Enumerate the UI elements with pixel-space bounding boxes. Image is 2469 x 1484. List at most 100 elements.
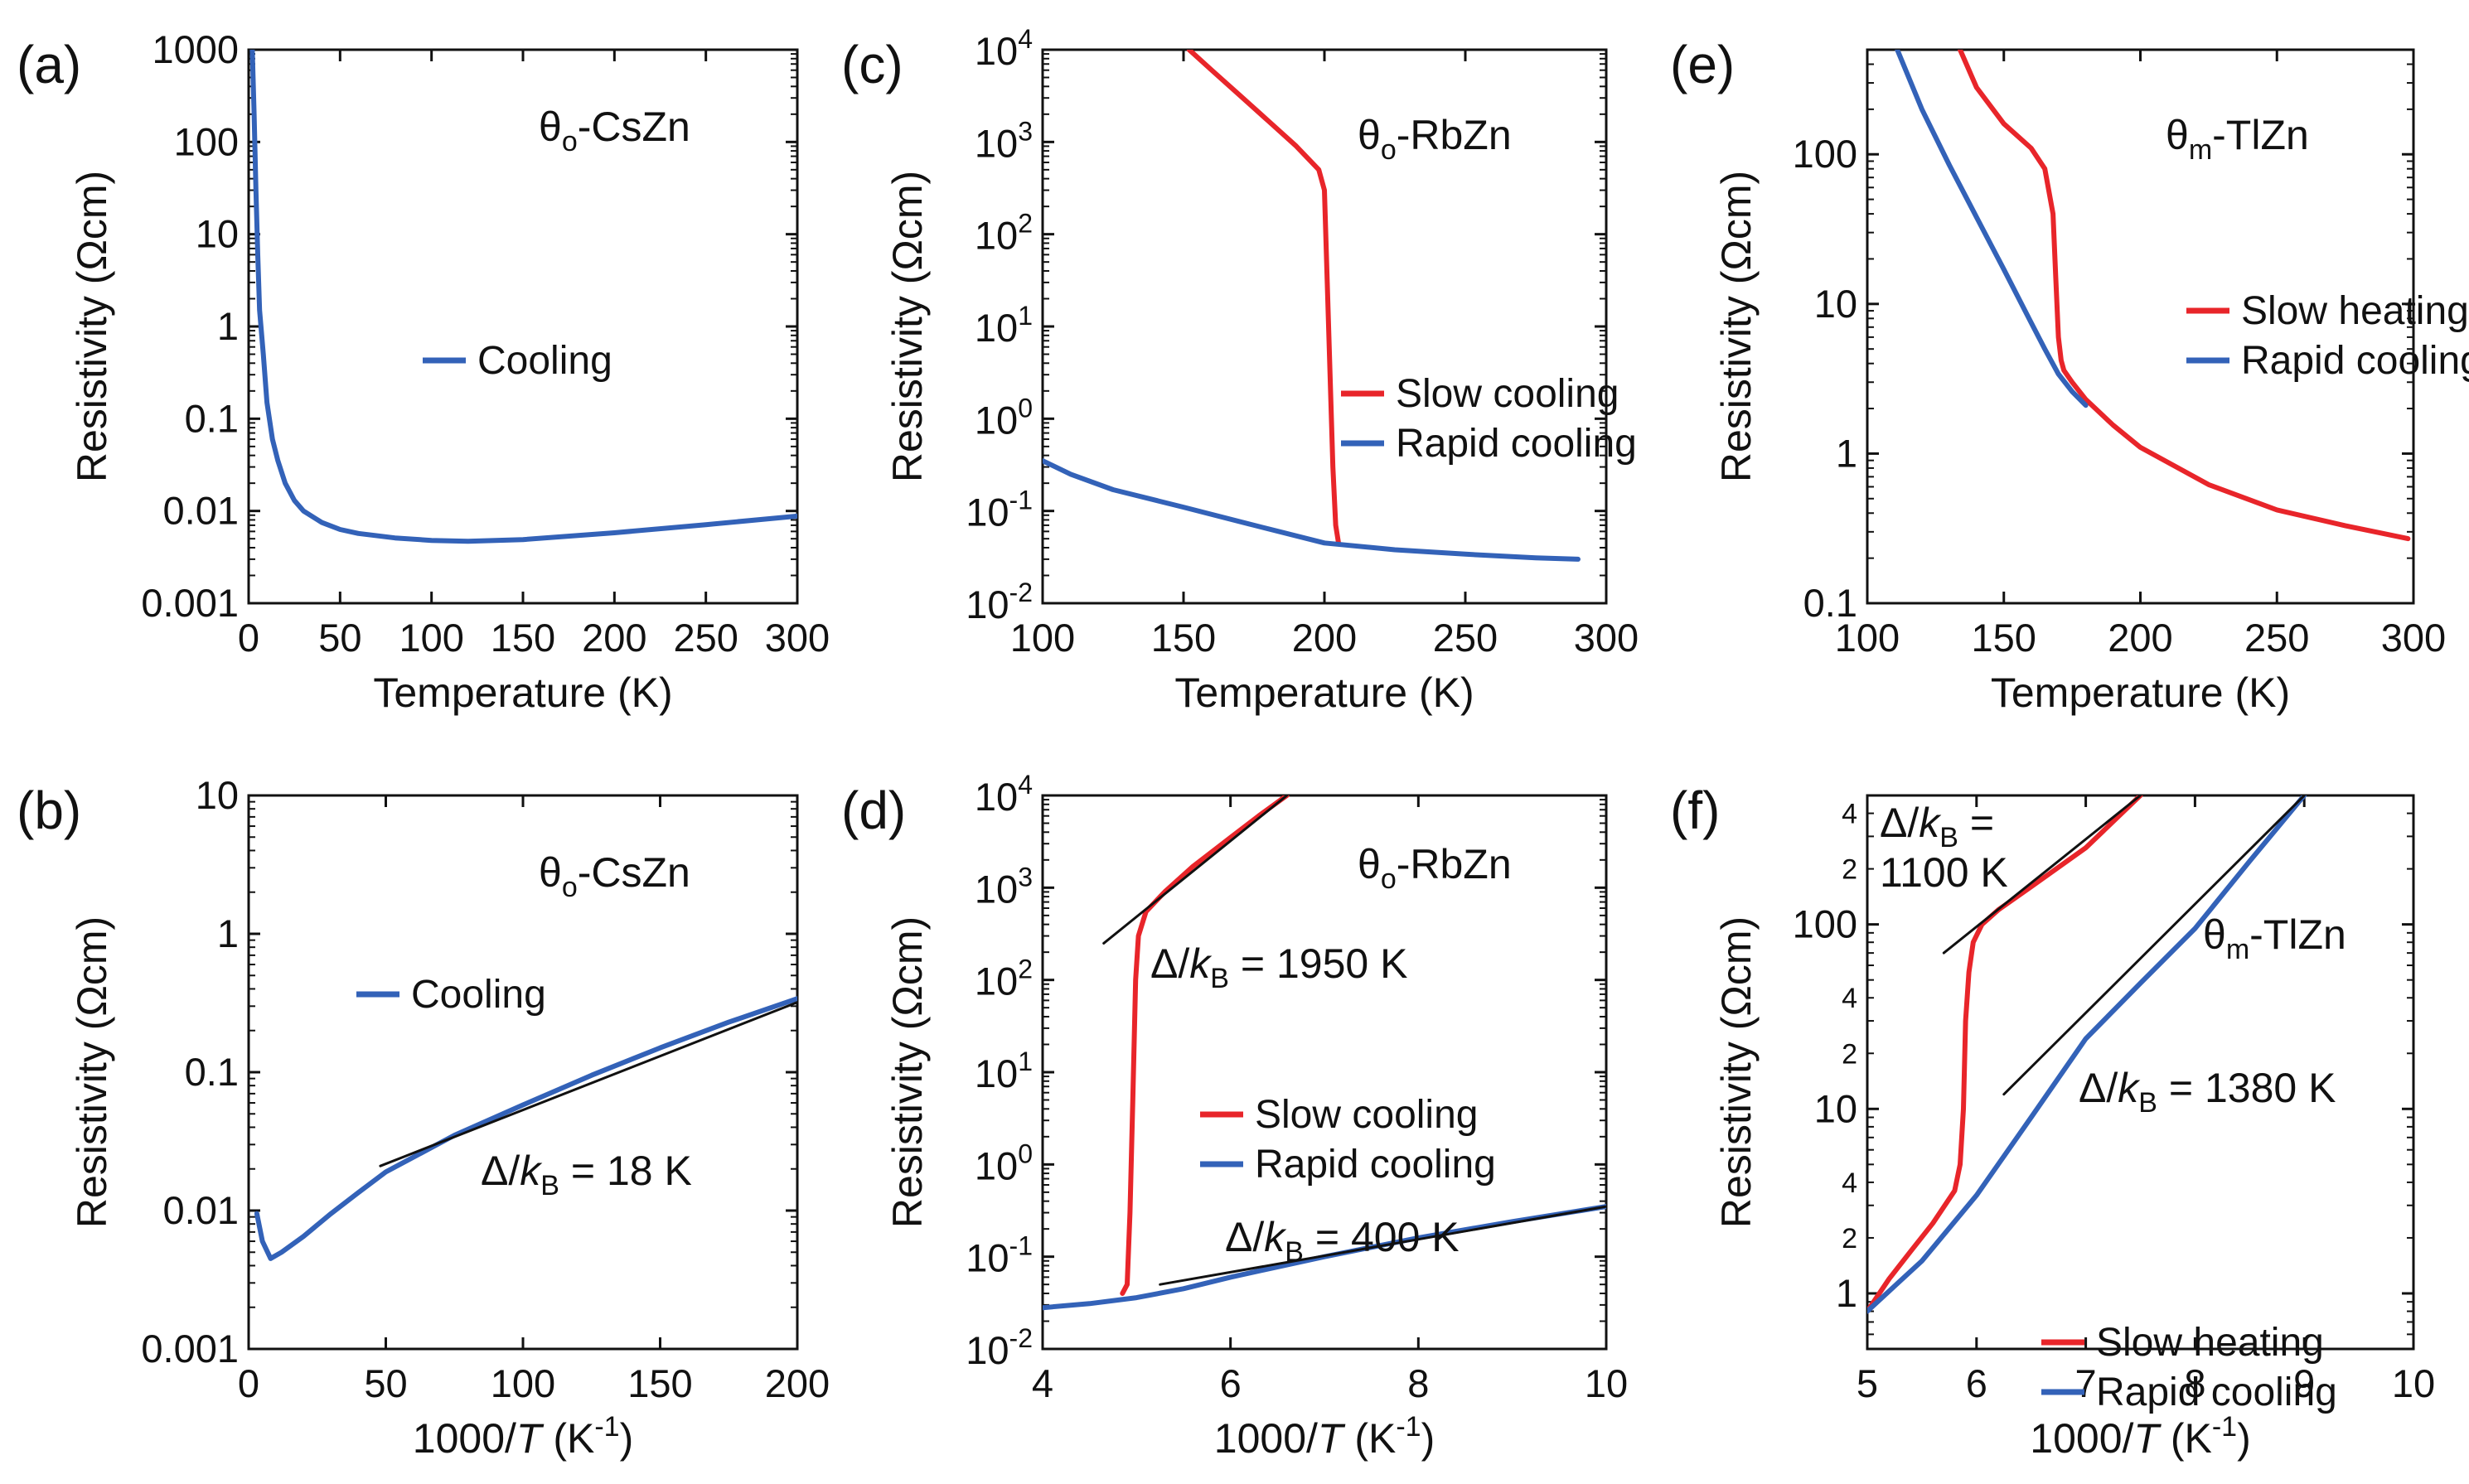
legend-label: Rapid cooling — [2241, 339, 2469, 383]
panel-d: (d) 4 6 8 10 10-2 10-1 100 101 102 103 104 1000/T (K… — [841, 770, 1628, 1462]
x-axis-label: 1000/T (K-1) — [413, 1411, 633, 1462]
x-tick-label: 200 — [765, 1361, 830, 1405]
x-tick-label: 250 — [1433, 616, 1498, 660]
y-tick-label: 10-1 — [966, 1231, 1033, 1280]
panel-e: (e) 100 150 200 250 300 0.1 1 10 100 Temperature (… — [1670, 35, 2469, 716]
y-tick-label: 0.01 — [163, 1188, 239, 1232]
x-tick-label: 150 — [1151, 616, 1216, 660]
y-tick-label: 101 — [975, 301, 1033, 350]
gap-annotation: Δ/kB = 1380 K — [2079, 1065, 2336, 1119]
x-tick-label: 300 — [765, 616, 830, 660]
series-line-slow-heating — [1958, 50, 2411, 542]
legend-label: Slow cooling — [1396, 372, 1619, 416]
panel-c: (c) 100 150 200 250 300 10-2 10-1 100 101 102 103 10… — [841, 24, 1639, 716]
fit-line-kb-1950-k-fit — [1102, 795, 1289, 945]
gap-annotation: Δ/kB = 400 K — [1225, 1214, 1460, 1268]
series-line-cooling — [249, 50, 797, 544]
y-tick-label: 1 — [217, 304, 239, 348]
x-tick-label: 300 — [2381, 616, 2446, 660]
panel-title: θo-RbZn — [1358, 841, 1512, 895]
y-minor-tick-label: 4 — [1842, 1167, 1857, 1199]
series-line-cooling — [254, 996, 797, 1261]
y-minor-tick-label: 2 — [1842, 854, 1857, 886]
x-axis-label: 1000/T (K-1) — [2030, 1411, 2250, 1462]
x-tick-label: 50 — [364, 1361, 407, 1405]
y-tick-label: 101 — [975, 1047, 1033, 1095]
y-tick-label: 100 — [975, 393, 1033, 442]
x-tick-label: 9 — [2293, 1361, 2315, 1405]
y-tick-label: 104 — [975, 24, 1033, 73]
y-tick-label: 0.001 — [141, 1327, 239, 1370]
y-axis-label: Resistivity (Ωcm) — [69, 171, 115, 482]
x-tick-label: 50 — [318, 616, 361, 660]
y-tick-label: 103 — [975, 862, 1033, 911]
x-tick-label: 250 — [2244, 616, 2309, 660]
panel-label: (f) — [1670, 781, 1720, 840]
x-tick-label: 150 — [627, 1361, 692, 1405]
plot-frame — [247, 48, 799, 605]
y-tick-label: 10 — [1814, 1086, 1857, 1130]
y-tick-label: 0.01 — [163, 489, 239, 533]
legend-label: Cooling — [411, 973, 546, 1017]
y-tick-label: 10 — [196, 212, 239, 256]
y-tick-label: 100 — [1793, 132, 1857, 176]
x-tick-label: 10 — [1585, 1361, 1628, 1405]
y-minor-tick-label: 2 — [1842, 1223, 1857, 1254]
x-tick-label: 100 — [399, 616, 463, 660]
x-tick-label: 8 — [1407, 1361, 1429, 1405]
x-tick-label: 150 — [491, 616, 555, 660]
y-tick-label: 10-1 — [966, 486, 1033, 534]
panel-title: θm-TlZn — [2166, 112, 2309, 166]
x-tick-label: 8 — [2184, 1361, 2205, 1405]
fit-line-kb-1100-k-fit — [1942, 795, 2142, 955]
legend-label: Slow cooling — [1255, 1093, 1478, 1137]
plot-frame — [1041, 48, 1608, 605]
y-minor-tick-label: 2 — [1842, 1038, 1857, 1070]
x-axis-label: Temperature (K) — [1174, 669, 1474, 716]
x-tick-label: 6 — [1966, 1361, 1987, 1405]
series-line-slow-cooling — [1120, 795, 1290, 1296]
x-tick-label: 10 — [2392, 1361, 2435, 1405]
y-tick-label: 100 — [1793, 902, 1857, 946]
y-tick-label: 0.1 — [185, 396, 239, 440]
fit-line-kb-18-k-fit — [379, 1001, 797, 1167]
y-axis-label: Resistivity (Ωcm) — [1713, 171, 1760, 482]
x-tick-label: 100 — [1835, 616, 1900, 660]
y-tick-label: 1 — [1836, 431, 1857, 475]
x-tick-label: 6 — [1220, 1361, 1242, 1405]
x-tick-label: 200 — [1292, 616, 1357, 660]
y-tick-label: 0.001 — [141, 581, 239, 625]
x-tick-label: 150 — [1972, 616, 2036, 660]
y-tick-label: 0.1 — [1803, 581, 1857, 625]
y-axis-label: Resistivity (Ωcm) — [69, 916, 115, 1228]
panel-title: θm-TlZn — [2203, 911, 2346, 965]
x-tick-label: 300 — [1574, 616, 1639, 660]
gap-annotation-line2: 1100 K — [1880, 849, 2008, 896]
gap-annotation: Δ/kB = 18 K — [481, 1148, 692, 1201]
y-tick-label: 100 — [975, 1138, 1033, 1187]
gap-annotation: Δ/kB = 1950 K — [1150, 940, 1407, 994]
legend-label: Cooling — [477, 339, 612, 383]
fit-line-kb-1380-k-fit — [2002, 795, 2306, 1096]
y-tick-label: 100 — [174, 119, 239, 163]
y-axis-label: Resistivity (Ωcm) — [1713, 916, 1760, 1228]
legend-label: Rapid cooling — [2096, 1370, 2337, 1414]
panel-label: (e) — [1670, 35, 1735, 94]
series-line-slow-cooling — [1186, 50, 1341, 546]
y-tick-label: 102 — [975, 955, 1033, 1003]
x-tick-label: 0 — [238, 616, 259, 660]
panel-title: θo-CsZn — [539, 849, 690, 903]
fit-line-kb-400-k-fit — [1159, 1205, 1606, 1286]
panel-title: θo-RbZn — [1358, 112, 1512, 166]
x-axis-label: Temperature (K) — [1991, 669, 2290, 716]
legend-label: Slow heating — [2096, 1321, 2324, 1365]
legend-label: Rapid cooling — [1396, 422, 1637, 466]
x-tick-label: 200 — [2108, 616, 2172, 660]
series-line-rapid-cooling — [1043, 458, 1581, 562]
x-tick-label: 250 — [673, 616, 738, 660]
legend-label: Slow heating — [2241, 289, 2469, 333]
x-axis-label: 1000/T (K-1) — [1214, 1411, 1435, 1462]
y-axis-label: Resistivity (Ωcm) — [884, 916, 931, 1228]
y-minor-tick-label: 4 — [1842, 799, 1857, 830]
